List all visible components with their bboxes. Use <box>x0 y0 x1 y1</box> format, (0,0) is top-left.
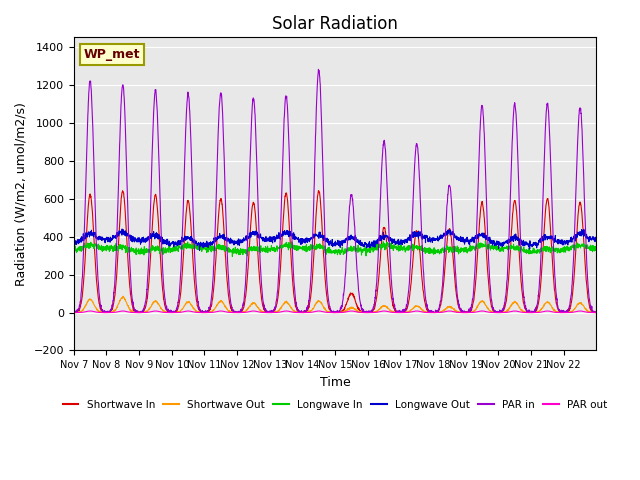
Title: Solar Radiation: Solar Radiation <box>272 15 398 33</box>
X-axis label: Time: Time <box>320 376 351 389</box>
Text: WP_met: WP_met <box>84 48 140 61</box>
Y-axis label: Radiation (W/m2, umol/m2/s): Radiation (W/m2, umol/m2/s) <box>15 102 28 286</box>
Legend: Shortwave In, Shortwave Out, Longwave In, Longwave Out, PAR in, PAR out: Shortwave In, Shortwave Out, Longwave In… <box>58 396 612 414</box>
